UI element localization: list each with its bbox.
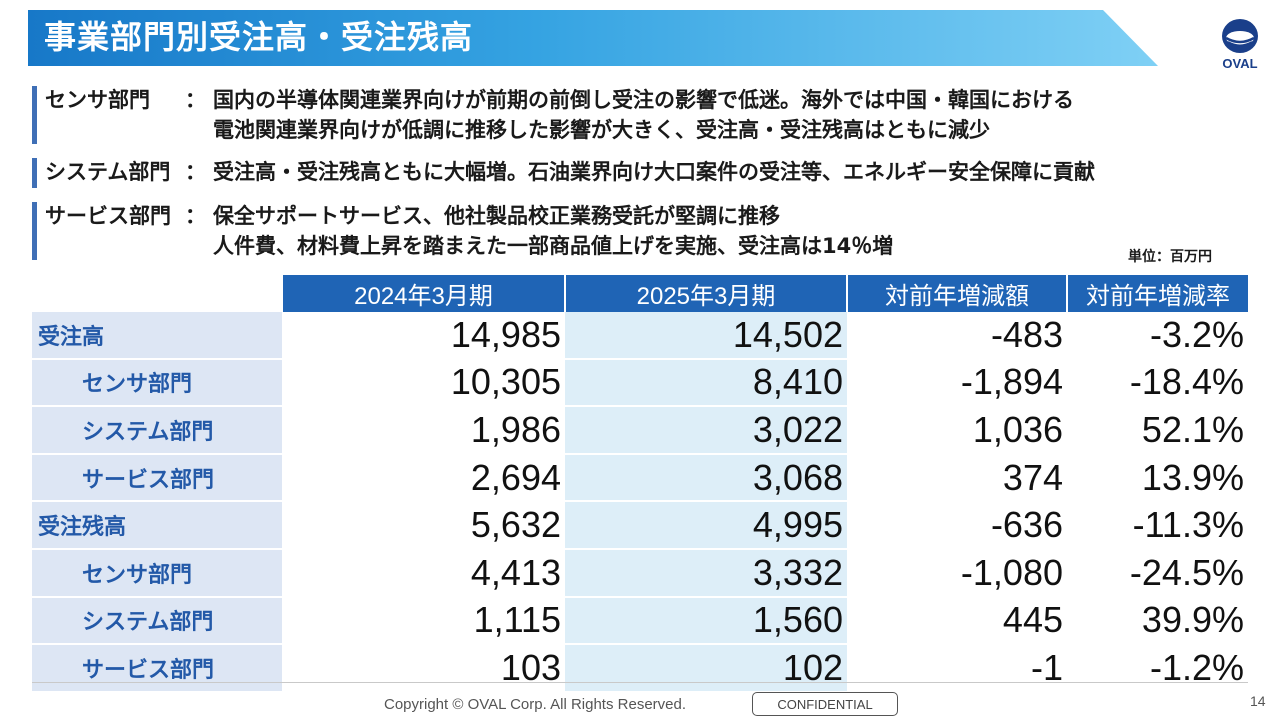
- cell-value: 14,502: [565, 312, 847, 360]
- table-row: サービス部門 2,694 3,068 374 13.9%: [32, 453, 1248, 503]
- logo-text: OVAL: [1222, 56, 1258, 71]
- cell-value: 1,986: [282, 406, 565, 455]
- cell-value: 39.9%: [1067, 596, 1248, 646]
- cell-value: 103: [282, 644, 565, 693]
- cell-value: -1: [847, 644, 1067, 693]
- page-title: 事業部門別受注高・受注残高: [44, 18, 474, 56]
- cell-value: -3.2%: [1067, 312, 1248, 360]
- note-sensor: センサ部門 ： 国内の半導体関連業界向けが前期の前倒し受注の影響で低迷。海外では…: [32, 86, 1273, 144]
- copyright-text: Copyright © OVAL Corp. All Rights Reserv…: [384, 696, 687, 713]
- row-label: サービス部門: [32, 453, 282, 503]
- table-row: 受注高 14,985 14,502 -483 -3.2%: [32, 312, 1248, 360]
- cell-value: 445: [847, 596, 1067, 646]
- orders-table: 2024年3月期 2025年3月期 対前年増減額 対前年増減率 受注高 14,9…: [32, 275, 1248, 693]
- confidential-badge: CONFIDENTIAL: [752, 692, 898, 716]
- cell-value: 1,560: [565, 596, 847, 646]
- note-dept: センサ部門: [45, 88, 150, 112]
- cell-value: 3,332: [565, 548, 847, 598]
- cell-value: -11.3%: [1067, 501, 1248, 550]
- cell-value: 5,632: [282, 501, 565, 550]
- note-system: システム部門 ： 受注高・受注残高ともに大幅増。石油業界向け大口案件の受注等、エ…: [32, 158, 1273, 188]
- note-line: 人件費、材料費上昇を踏まえた一部商品値上げを実施、受注高は14％増: [213, 234, 894, 258]
- header-fy2025: 2025年3月期: [564, 275, 847, 312]
- row-label: センサ部門: [32, 548, 282, 598]
- row-label: システム部門: [32, 406, 282, 455]
- cell-value: 374: [847, 453, 1067, 503]
- cell-value: 2,694: [282, 453, 565, 503]
- note-colon: ：: [185, 204, 206, 228]
- note-dept: システム部門: [45, 160, 171, 184]
- cell-value: 1,115: [282, 596, 565, 646]
- note-dept: サービス部門: [45, 204, 171, 228]
- table-row: センサ部門 10,305 8,410 -1,894 -18.4%: [32, 358, 1248, 408]
- table-row: システム部門 1,115 1,560 445 39.9%: [32, 596, 1248, 646]
- title-banner: [28, 10, 1158, 66]
- table-row: センサ部門 4,413 3,332 -1,080 -24.5%: [32, 548, 1248, 598]
- oval-logo-icon: [1222, 19, 1258, 53]
- row-label: 受注高: [32, 312, 282, 360]
- cell-value: -1,894: [847, 358, 1067, 408]
- note-line: 保全サポートサービス、他社製品校正業務受託が堅調に推移: [213, 204, 780, 228]
- cell-value: -24.5%: [1067, 548, 1248, 598]
- header-yoy-amount: 対前年増減額: [846, 275, 1067, 312]
- header-fy2024: 2024年3月期: [281, 275, 565, 312]
- table-row: 受注残高 5,632 4,995 -636 -11.3%: [32, 501, 1248, 550]
- cell-value: 3,068: [565, 453, 847, 503]
- cell-value: 8,410: [565, 358, 847, 408]
- note-line: 国内の半導体関連業界向けが前期の前倒し受注の影響で低迷。海外では中国・韓国におけ…: [213, 88, 1074, 112]
- cell-value: -1,080: [847, 548, 1067, 598]
- cell-value: 1,036: [847, 406, 1067, 455]
- cell-value: -18.4%: [1067, 358, 1248, 408]
- cell-value: -483: [847, 312, 1067, 360]
- cell-value: -1.2%: [1067, 644, 1248, 693]
- note-colon: ：: [185, 88, 206, 112]
- cell-value: 4,995: [565, 501, 847, 550]
- cell-value: 10,305: [282, 358, 565, 408]
- note-colon: ：: [185, 160, 206, 184]
- table-row: サービス部門 103 102 -1 -1.2%: [32, 644, 1248, 693]
- note-line: 電池関連業界向けが低調に推移した影響が大きく、受注高・受注残高はともに減少: [213, 118, 990, 142]
- table-header-row: 2024年3月期 2025年3月期 対前年増減額 対前年増減率: [32, 275, 1248, 312]
- cell-value: 4,413: [282, 548, 565, 598]
- unit-label: 単位：百万円: [1128, 249, 1212, 265]
- header-yoy-rate: 対前年増減率: [1066, 275, 1248, 312]
- row-label: サービス部門: [32, 644, 282, 693]
- cell-value: 14,985: [282, 312, 565, 360]
- cell-value: 52.1%: [1067, 406, 1248, 455]
- cell-value: 3,022: [565, 406, 847, 455]
- table-row: システム部門 1,986 3,022 1,036 52.1%: [32, 406, 1248, 455]
- cell-value: 13.9%: [1067, 453, 1248, 503]
- cell-value: 102: [565, 644, 847, 693]
- row-label: 受注残高: [32, 501, 282, 550]
- header-blank: [32, 275, 282, 312]
- footer-divider: [32, 682, 1248, 683]
- row-label: システム部門: [32, 596, 282, 646]
- note-service: サービス部門 ： 保全サポートサービス、他社製品校正業務受託が堅調に推移 人件費…: [32, 202, 1273, 260]
- row-label: センサ部門: [32, 358, 282, 408]
- page-number: 14: [1250, 693, 1266, 709]
- cell-value: -636: [847, 501, 1067, 550]
- note-line: 受注高・受注残高ともに大幅増。石油業界向け大口案件の受注等、エネルギー安全保障に…: [213, 160, 1095, 184]
